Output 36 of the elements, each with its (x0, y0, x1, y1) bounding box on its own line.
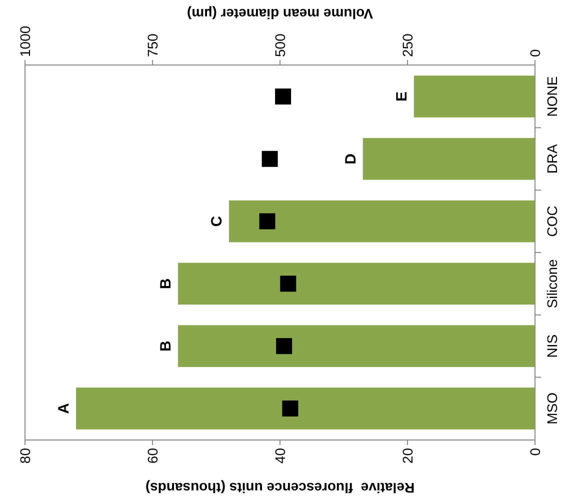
annotation: A (56, 402, 72, 414)
y-tick-label: DRA (544, 143, 560, 174)
x2-tick-label: 750 (144, 33, 160, 57)
point (282, 400, 298, 416)
x-tick-label: 80 (17, 448, 33, 464)
x-tick-label: 60 (144, 448, 160, 464)
bar (229, 200, 535, 242)
x-tick-label: 0 (527, 448, 543, 456)
y-tick-label: NIS (544, 334, 560, 358)
annotation: D (342, 153, 360, 164)
point (262, 150, 278, 167)
annotation: E (393, 92, 410, 102)
y-tick-label: COC (544, 206, 560, 237)
annotation: B (158, 278, 174, 290)
y-tick-label: Silicone (544, 258, 560, 308)
bar (76, 388, 535, 430)
bar (178, 325, 535, 367)
bar (362, 138, 535, 180)
x2-tick-label: 0 (527, 49, 543, 57)
x2-tick-label: 500 (272, 33, 288, 57)
x2-axis-title: Volume mean diameter (µm) (187, 6, 373, 22)
x-axis-title: Relative fluorescence units (thousands) (145, 480, 415, 496)
x2-tick-label: 250 (400, 33, 416, 57)
annotation: C (208, 216, 226, 227)
bar (414, 76, 535, 118)
x-tick-label: 20 (400, 448, 416, 464)
annotation: B (158, 340, 174, 352)
bar (178, 262, 535, 305)
x2-tick-label: 1000 (17, 26, 33, 57)
y-tick-label: MSO (544, 392, 560, 424)
x-tick-label: 40 (272, 448, 288, 464)
point (275, 88, 292, 105)
point (276, 338, 292, 354)
point (259, 213, 276, 230)
point (280, 276, 296, 292)
y-tick-label: NONE (544, 76, 560, 117)
